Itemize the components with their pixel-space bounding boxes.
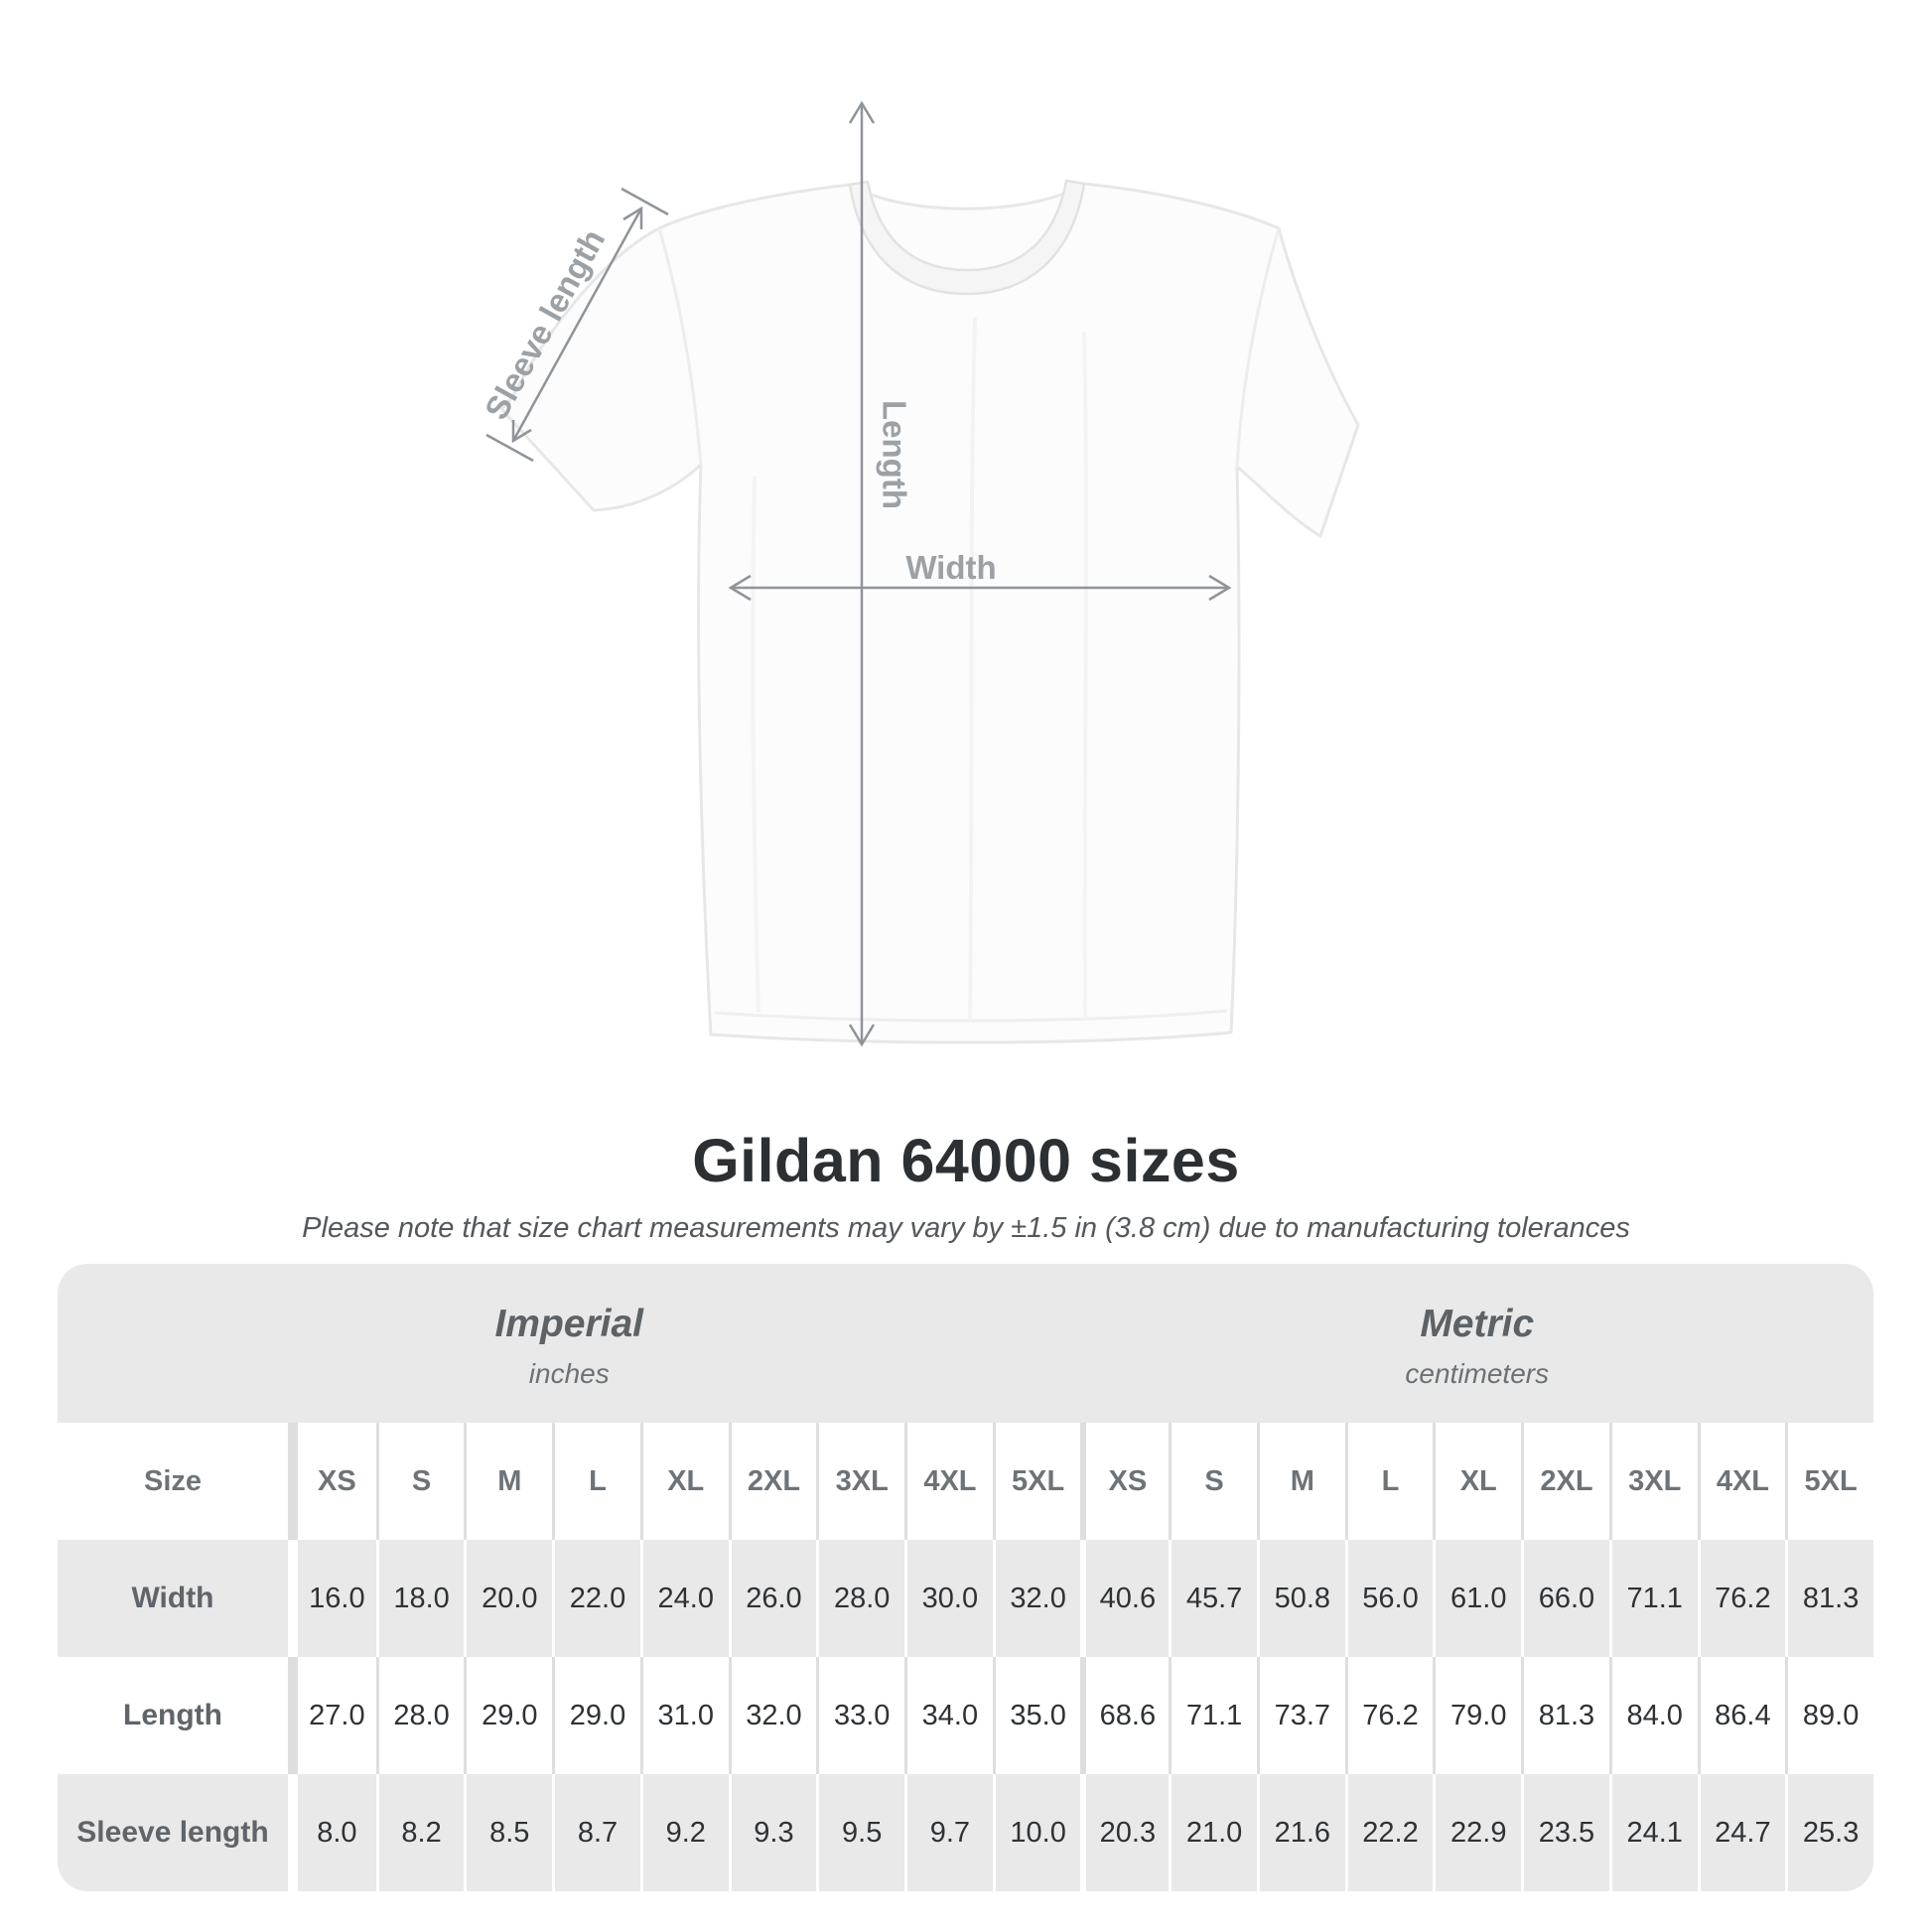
data-cell: 50.8 — [1256, 1540, 1345, 1657]
data-cell: 24.7 — [1697, 1774, 1786, 1891]
data-cell: 22.0 — [552, 1540, 640, 1657]
data-cell: 76.2 — [1344, 1657, 1434, 1774]
unit-group-band: Imperial inches Metric centimeters — [58, 1264, 1873, 1423]
data-cell: 84.0 — [1608, 1657, 1698, 1774]
data-cell: 8.0 — [288, 1774, 376, 1891]
data-cell: 28.0 — [375, 1657, 465, 1774]
data-cell: 28.0 — [816, 1540, 904, 1657]
metric-label: Metric — [1420, 1303, 1535, 1345]
corner-label: Size — [143, 1464, 203, 1497]
data-cell: 40.6 — [1080, 1540, 1169, 1657]
row-label: Width — [131, 1582, 214, 1614]
data-cell: 24.1 — [1608, 1774, 1698, 1891]
size-header: 3XL — [1608, 1423, 1698, 1540]
data-cell: 20.0 — [464, 1540, 552, 1657]
data-cell: 23.5 — [1521, 1774, 1609, 1891]
length-arrow — [848, 100, 876, 1047]
size-header-row: Size XS S M L XL 2XL 3XL 4XL 5XL XS S M … — [58, 1423, 1873, 1540]
table-row-sleeve-length: Sleeve length 8.0 8.2 8.5 8.7 9.2 9.3 9.… — [58, 1774, 1873, 1891]
data-cell: 81.3 — [1521, 1657, 1609, 1774]
data-cell: 81.3 — [1785, 1540, 1873, 1657]
table-row-length: Length 27.0 28.0 29.0 29.0 31.0 32.0 33.… — [58, 1657, 1873, 1774]
size-chart-table: Imperial inches Metric centimeters Size … — [58, 1264, 1873, 1891]
data-cell: 71.1 — [1608, 1540, 1698, 1657]
data-cell: 56.0 — [1344, 1540, 1434, 1657]
data-cell: 29.0 — [552, 1657, 640, 1774]
size-header: 5XL — [1785, 1423, 1873, 1540]
imperial-unit: inches — [528, 1358, 610, 1389]
data-cell: 22.9 — [1433, 1774, 1521, 1891]
metric-unit: centimeters — [1405, 1358, 1550, 1389]
size-header: M — [1256, 1423, 1345, 1540]
data-cell: 32.0 — [728, 1657, 817, 1774]
data-cell: 76.2 — [1697, 1540, 1786, 1657]
size-header: XS — [1080, 1423, 1169, 1540]
data-cell: 10.0 — [992, 1774, 1081, 1891]
data-cell: 34.0 — [904, 1657, 993, 1774]
data-cell: 27.0 — [288, 1657, 376, 1774]
page-title: Gildan 64000 sizes — [692, 1127, 1240, 1194]
size-header: S — [375, 1423, 465, 1540]
size-header: 4XL — [1697, 1423, 1786, 1540]
size-header: M — [464, 1423, 552, 1540]
imperial-group-header: Imperial inches — [58, 1264, 1081, 1423]
size-header: 2XL — [1521, 1423, 1609, 1540]
size-header: XL — [639, 1423, 729, 1540]
data-cell: 24.0 — [639, 1540, 729, 1657]
size-header: L — [1344, 1423, 1434, 1540]
size-header: L — [552, 1423, 640, 1540]
data-cell: 9.3 — [728, 1774, 817, 1891]
data-cell: 21.0 — [1169, 1774, 1257, 1891]
data-cell: 45.7 — [1169, 1540, 1257, 1657]
row-label: Sleeve length — [76, 1816, 269, 1849]
size-header: XL — [1433, 1423, 1521, 1540]
data-cell: 86.4 — [1697, 1657, 1786, 1774]
data-cell: 61.0 — [1433, 1540, 1521, 1657]
width-label: Width — [905, 549, 996, 586]
data-cell: 35.0 — [992, 1657, 1081, 1774]
size-header: 4XL — [904, 1423, 993, 1540]
size-header: 2XL — [728, 1423, 817, 1540]
data-cell: 30.0 — [904, 1540, 993, 1657]
page-subtitle: Please note that size chart measurements… — [302, 1212, 1630, 1244]
imperial-label: Imperial — [494, 1303, 644, 1345]
data-cell: 21.6 — [1256, 1774, 1345, 1891]
data-cell: 79.0 — [1433, 1657, 1521, 1774]
collar — [848, 179, 1086, 296]
data-cell: 9.7 — [904, 1774, 993, 1891]
data-cell: 73.7 — [1256, 1657, 1345, 1774]
data-cell: 26.0 — [728, 1540, 817, 1657]
data-cell: 8.5 — [464, 1774, 552, 1891]
length-label: Length — [876, 400, 912, 509]
data-cell: 89.0 — [1785, 1657, 1873, 1774]
table-row-width: Width 16.0 18.0 20.0 22.0 24.0 26.0 28.0… — [58, 1540, 1873, 1657]
size-header: 5XL — [992, 1423, 1081, 1540]
data-cell: 8.2 — [375, 1774, 465, 1891]
data-cell: 20.3 — [1080, 1774, 1169, 1891]
data-cell: 66.0 — [1521, 1540, 1609, 1657]
data-cell: 18.0 — [375, 1540, 465, 1657]
width-arrow — [728, 574, 1232, 602]
data-cell: 68.6 — [1080, 1657, 1169, 1774]
data-cell: 9.5 — [816, 1774, 904, 1891]
size-header: XS — [288, 1423, 376, 1540]
data-cell: 9.2 — [639, 1774, 729, 1891]
metric-group-header: Metric centimeters — [1081, 1264, 1874, 1423]
data-cell: 71.1 — [1169, 1657, 1257, 1774]
data-cell: 29.0 — [464, 1657, 552, 1774]
size-header: S — [1169, 1423, 1257, 1540]
data-cell: 31.0 — [639, 1657, 729, 1774]
sleeve-length-arrow — [485, 187, 669, 463]
data-cell: 33.0 — [816, 1657, 904, 1774]
data-cell: 25.3 — [1785, 1774, 1873, 1891]
size-header: 3XL — [816, 1423, 904, 1540]
data-cell: 22.2 — [1344, 1774, 1434, 1891]
data-cell: 8.7 — [552, 1774, 640, 1891]
row-label: Length — [123, 1699, 222, 1731]
data-cell: 32.0 — [992, 1540, 1081, 1657]
tshirt-measurement-diagram: Sleeve length Length Width — [478, 100, 1360, 1047]
data-cell: 16.0 — [288, 1540, 376, 1657]
tshirt-graphic — [499, 179, 1360, 1044]
